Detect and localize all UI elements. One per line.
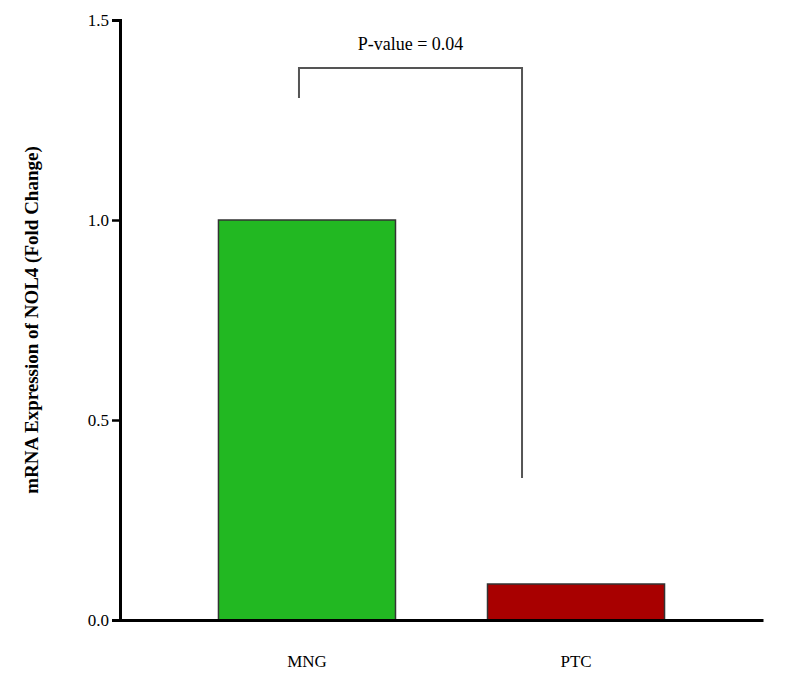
- y-axis-title: mRNA Expression of NOL4 (Fold Change): [21, 146, 43, 493]
- y-tick-mark: [112, 219, 120, 222]
- x-tick: PTC: [560, 620, 591, 671]
- y-tick-label: 0.0: [88, 611, 109, 630]
- x-axis-line: [121, 619, 764, 622]
- bar: [218, 220, 395, 620]
- x-tick-label: PTC: [560, 652, 591, 671]
- bars: [218, 220, 664, 620]
- annotation: P-value = 0.04: [358, 34, 464, 54]
- y-tick-mark: [112, 19, 120, 22]
- chart: 0.0 0.5 1.0 1.5 MNG PTC mRNA Expression of NOL…: [0, 0, 794, 691]
- y-tick: 1.0: [88, 211, 120, 230]
- y-tick: 0.5: [88, 411, 120, 430]
- x-tick-label: MNG: [287, 652, 327, 671]
- y-axis-line: [112, 21, 121, 621]
- bar: [488, 584, 665, 620]
- x-axis: MNG PTC: [121, 620, 764, 671]
- y-tick-mark: [112, 619, 120, 622]
- y-axis: 0.0 0.5 1.0 1.5: [88, 11, 121, 630]
- x-tick: MNG: [287, 620, 327, 671]
- y-tick-label: 1.5: [88, 11, 109, 30]
- y-tick-mark: [112, 419, 120, 422]
- y-tick: 1.5: [88, 11, 120, 30]
- y-tick-label: 0.5: [88, 411, 109, 430]
- y-tick-label: 1.0: [88, 211, 109, 230]
- significance-bracket: [299, 68, 522, 478]
- y-tick: 0.0: [88, 611, 120, 630]
